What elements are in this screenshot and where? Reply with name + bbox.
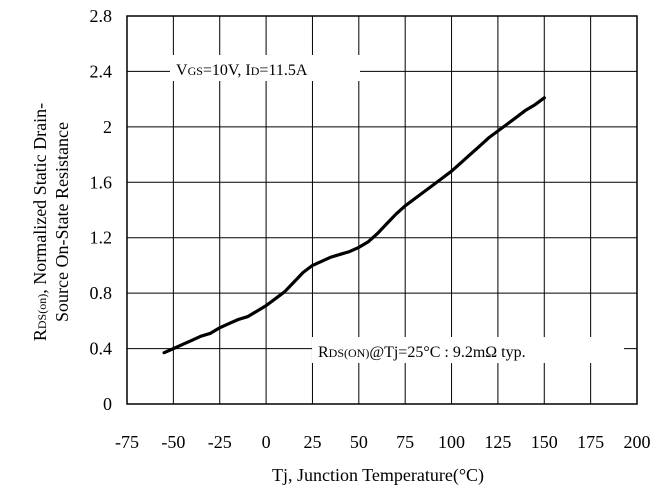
- y-axis-title-rest: , Normalized Static Drain-: [30, 103, 50, 294]
- x-tick-label: 125: [484, 432, 511, 452]
- id-value: =11.5A: [259, 62, 307, 79]
- y-tick-label: 0: [103, 394, 112, 414]
- id-subscript: D: [251, 64, 260, 78]
- x-tick-label: 150: [531, 432, 558, 452]
- y-tick-label: 2.8: [90, 6, 113, 26]
- x-tick-label: -75: [115, 432, 139, 452]
- y-tick-label: 1.6: [90, 172, 113, 192]
- y-tick-labels: 0 0.4 0.8 1.2 1.6 2 2.4 2.8: [90, 6, 113, 414]
- x-tick-label: 50: [350, 432, 368, 452]
- rds-annotation-text: RDS(ON)@Tj=25°C : 9.2mΩ typ.: [318, 344, 526, 361]
- x-axis-title: Tj, Junction Temperature(°C): [272, 465, 484, 486]
- vgs-subscript: GS: [188, 64, 203, 78]
- conditions-annotation-text: VGS=10V, ID=11.5A: [176, 62, 308, 79]
- x-tick-label: 200: [624, 432, 651, 452]
- y-tick-label: 2.4: [90, 61, 113, 81]
- rds-note-value: @Tj=25°C : 9.2mΩ typ.: [369, 344, 525, 361]
- y-tick-label: 0.8: [90, 283, 113, 303]
- x-tick-label: 100: [438, 432, 465, 452]
- id-symbol: I: [245, 62, 250, 79]
- plot-frame: [126, 15, 638, 405]
- rds-annotation: RDS(ON)@Tj=25°C : 9.2mΩ typ.: [312, 337, 624, 363]
- y-tick-label: 0.4: [90, 339, 113, 359]
- vgs-symbol: V: [176, 62, 188, 79]
- y-tick-label: 2: [103, 117, 112, 137]
- y-axis-title-line1: RDS(on), Normalized Static Drain-: [30, 103, 50, 341]
- y-axis-title-symbol: R: [30, 329, 50, 341]
- x-tick-label: 0: [262, 432, 271, 452]
- rds-symbol: R: [318, 344, 329, 361]
- x-tick-label: 25: [303, 432, 321, 452]
- conditions-annotation: VGS=10V, ID=11.5A: [170, 55, 360, 81]
- y-tick-label: 1.2: [90, 228, 113, 248]
- x-tick-label: 75: [396, 432, 414, 452]
- x-tick-label: -25: [208, 432, 232, 452]
- x-tick-label: 175: [577, 432, 604, 452]
- rds-annotation-box: [312, 337, 624, 363]
- series-line: [162, 96, 546, 355]
- y-axis-title: RDS(on), Normalized Static Drain- Source…: [30, 103, 72, 341]
- vgs-value: =10V,: [203, 62, 246, 79]
- x-tick-label: -50: [161, 432, 185, 452]
- y-axis-title-subscript: DS(on): [35, 294, 49, 329]
- x-tick-labels: -75 -50 -25 0 25 50 75 100 125 150 175 200: [115, 432, 651, 452]
- rds-subscript: DS(ON): [329, 346, 370, 360]
- y-axis-title-line2: Source On-State Resistance: [52, 122, 72, 322]
- conditions-annotation-box: [170, 55, 360, 81]
